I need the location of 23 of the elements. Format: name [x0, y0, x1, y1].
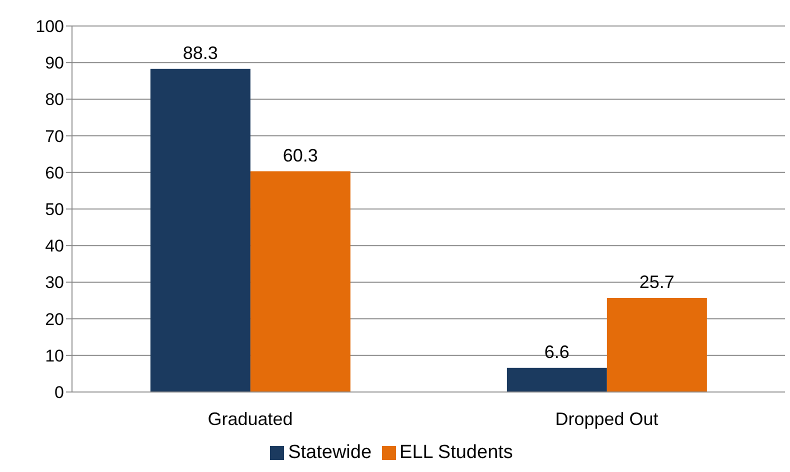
bar [506, 368, 607, 392]
legend-label: ELL Students [400, 442, 513, 463]
y-tick-label: 100 [36, 17, 64, 36]
y-tick-label: 30 [45, 273, 64, 292]
x-tick-label: Dropped Out [555, 408, 658, 429]
y-tick-label: 90 [45, 54, 64, 73]
legend-label: Statewide [288, 442, 372, 463]
data-label: 6.6 [544, 342, 570, 362]
data-label: 60.3 [282, 145, 318, 166]
bar [250, 171, 350, 392]
y-tick-label: 10 [45, 346, 64, 366]
y-tick-label: 60 [45, 163, 64, 182]
x-tick-label: Graduated [208, 408, 293, 429]
data-label: 88.3 [182, 42, 218, 63]
y-tick-label: 70 [45, 126, 64, 146]
bar [150, 68, 250, 392]
y-tick-label: 40 [45, 236, 64, 256]
data-label: 25.7 [639, 272, 674, 292]
y-tick-label: 50 [45, 200, 64, 220]
bar [606, 298, 707, 392]
y-tick-label: 20 [45, 310, 64, 329]
y-tick-label: 0 [54, 383, 64, 402]
y-tick-label: 80 [45, 90, 64, 110]
